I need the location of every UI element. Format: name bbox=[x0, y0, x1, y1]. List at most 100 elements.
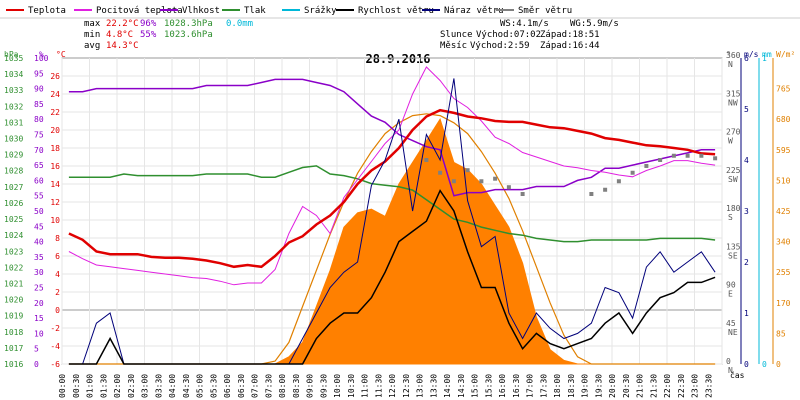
wind-dir-compass-label: N bbox=[728, 60, 733, 69]
x-tick-label: 05:00 bbox=[196, 374, 205, 398]
pressure-tick-label: 1033 bbox=[4, 86, 23, 95]
humidity-tick-label: 85 bbox=[34, 100, 44, 109]
legend-entry: Teplota bbox=[28, 6, 66, 16]
x-tick-label: 17:30 bbox=[539, 374, 548, 398]
x-tick-label: 22:30 bbox=[677, 374, 686, 398]
temperature-tick-label: 16 bbox=[50, 162, 60, 171]
stat-avg-label: avg bbox=[84, 41, 100, 51]
stat-min-label: min bbox=[84, 30, 100, 40]
pressure-tick-label: 1024 bbox=[4, 231, 23, 240]
unit-deg: ° bbox=[726, 50, 731, 59]
humidity-tick-label: 45 bbox=[34, 222, 44, 231]
series-wind-speed-line bbox=[68, 189, 716, 365]
x-tick-label: 18:00 bbox=[553, 374, 562, 398]
wind-dir-point bbox=[658, 158, 663, 162]
humidity-tick-label: 25 bbox=[34, 284, 44, 293]
legend-entry: Směr větru bbox=[518, 6, 572, 16]
x-tick-label: 10:30 bbox=[347, 374, 356, 398]
wind-speed-tick-label: 1 bbox=[744, 309, 749, 318]
wind-dir-tick-label: 90 bbox=[726, 281, 736, 290]
x-tick-label: 13:00 bbox=[416, 374, 425, 398]
solar-tick-label: 85 bbox=[776, 329, 786, 338]
wind-speed-tick-label: 5 bbox=[744, 105, 749, 114]
pressure-tick-label: 1023 bbox=[4, 247, 23, 256]
pressure-tick-label: 1025 bbox=[4, 215, 23, 224]
humidity-tick-label: 0 bbox=[34, 360, 39, 369]
wind-dir-compass-label: N bbox=[728, 366, 733, 375]
pressure-tick-label: 1032 bbox=[4, 102, 23, 111]
x-tick-label: 15:00 bbox=[471, 374, 480, 398]
x-tick-label: 20:30 bbox=[622, 374, 631, 398]
x-tick-label: 08:30 bbox=[292, 374, 301, 398]
wind-speed-tick-label: 6 bbox=[744, 54, 749, 63]
wind-dir-point bbox=[616, 179, 621, 184]
series-temperature-line bbox=[68, 108, 716, 269]
x-tick-label: 02:30 bbox=[127, 374, 136, 398]
series-humidity-line bbox=[68, 78, 716, 197]
unit-pct: % bbox=[39, 50, 44, 59]
x-tick-label: 22:00 bbox=[663, 374, 672, 398]
x-tick-label: 11:00 bbox=[361, 374, 370, 398]
temperature-tick-label: 12 bbox=[50, 198, 60, 207]
pressure-tick-label: 1022 bbox=[4, 263, 23, 272]
pressure-tick-label: 1016 bbox=[4, 360, 23, 369]
wind-dir-tick-label: 360 bbox=[726, 51, 741, 60]
temperature-tick-label: 4 bbox=[55, 270, 60, 279]
wind-dir-point bbox=[493, 176, 498, 181]
unit-wm2: W/m² bbox=[776, 50, 795, 59]
pressure-tick-label: 1019 bbox=[4, 312, 23, 321]
stat-max-press: 1028.3hPa bbox=[164, 19, 213, 29]
wind-dir-point bbox=[451, 179, 456, 184]
unit-ms: m/s bbox=[744, 50, 759, 59]
x-tick-label: 01:30 bbox=[99, 374, 108, 398]
solar-tick-label: 255 bbox=[776, 268, 791, 277]
legend-entry: Vlhkost bbox=[182, 6, 220, 16]
pressure-tick-label: 1028 bbox=[4, 167, 23, 176]
x-tick-label: 07:00 bbox=[251, 374, 260, 398]
solar-tick-label: 340 bbox=[776, 238, 791, 247]
humidity-tick-label: 10 bbox=[34, 329, 44, 338]
legend-entry: Rychlost větru bbox=[358, 6, 434, 16]
rain-tick-label: 1 bbox=[762, 54, 767, 63]
pressure-tick-label: 1030 bbox=[4, 135, 23, 144]
humidity-tick-label: 50 bbox=[34, 207, 44, 216]
temperature-tick-label: -6 bbox=[50, 360, 60, 369]
x-tick-label: 09:30 bbox=[319, 374, 328, 398]
x-tick-label: 03:30 bbox=[154, 374, 163, 398]
moonset-time: Západ:16:44 bbox=[540, 41, 600, 51]
humidity-tick-label: 55 bbox=[34, 192, 44, 201]
pressure-tick-label: 1021 bbox=[4, 279, 23, 288]
wind-speed-tick-label: 4 bbox=[744, 156, 749, 165]
axis-unit-labels: hPa % °C ° m/s mm W/m² čas bbox=[4, 50, 795, 380]
x-tick-label: 08:00 bbox=[278, 374, 287, 398]
humidity-tick-label: 95 bbox=[34, 69, 44, 78]
stat-max-temp: 22.2°C bbox=[106, 19, 139, 29]
x-tick-label: 13:30 bbox=[429, 374, 438, 398]
wind-dir-compass-label: SW bbox=[728, 175, 738, 184]
pressure-tick-label: 1017 bbox=[4, 344, 23, 353]
humidity-tick-label: 40 bbox=[34, 238, 44, 247]
x-tick-label: 06:00 bbox=[223, 374, 232, 398]
x-tick-label: 18:30 bbox=[567, 374, 576, 398]
pressure-tick-label: 1034 bbox=[4, 70, 23, 79]
x-tick-label: 14:30 bbox=[457, 374, 466, 398]
wind-dir-tick-label: 135 bbox=[726, 242, 741, 251]
wind-dir-point bbox=[630, 170, 635, 175]
moonrise-time: Východ:2:59 bbox=[470, 41, 530, 51]
wind-dir-point bbox=[713, 156, 718, 161]
pressure-tick-label: 1026 bbox=[4, 199, 23, 208]
wind-dir-compass-label: NE bbox=[728, 328, 738, 337]
x-tick-label: 00:00 bbox=[58, 374, 67, 398]
legend: Teplota Pocitová teplota Vlhkost Tlak Srážky… bbox=[0, 6, 800, 19]
x-tick-label: 19:30 bbox=[594, 374, 603, 398]
x-tick-label: 04:30 bbox=[182, 374, 191, 398]
temperature-tick-label: 22 bbox=[50, 108, 60, 117]
x-tick-label: 11:30 bbox=[374, 374, 383, 398]
stat-min-temp: 4.8°C bbox=[106, 30, 133, 40]
wind-gust-summary: WG:5.9m/s bbox=[570, 19, 619, 29]
info-block: WS:4.1m/s WG:5.9m/s Slunce Východ:07:02 … bbox=[440, 19, 619, 51]
x-tick-label: 03:00 bbox=[141, 374, 150, 398]
wind-speed-tick-label: 3 bbox=[744, 207, 749, 216]
temperature-tick-label: 10 bbox=[50, 216, 60, 225]
x-tick-label: 04:00 bbox=[168, 374, 177, 398]
